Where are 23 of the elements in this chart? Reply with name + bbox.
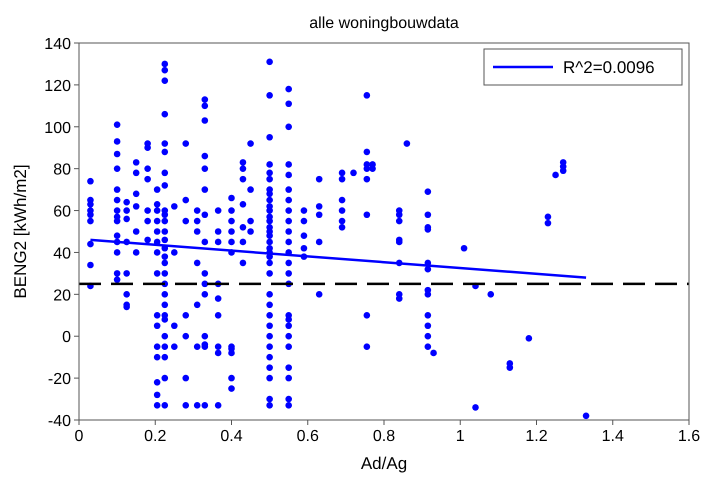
y-tick-label: 0 xyxy=(62,329,72,346)
y-tick-label: -20 xyxy=(48,371,72,388)
y-tick-label: 100 xyxy=(44,120,72,137)
x-tick-label: 1.4 xyxy=(602,428,624,445)
y-tick-label: 120 xyxy=(44,78,72,95)
x-tick-label: 0.6 xyxy=(296,428,319,445)
x-tick-label: 1.6 xyxy=(678,428,700,445)
y-tick-label: 20 xyxy=(53,287,72,304)
x-tick-label: 0.4 xyxy=(220,428,243,445)
chart-title: alle woningbouwdata xyxy=(309,15,459,32)
y-axis-title: BENG2 [kWh/m2] xyxy=(11,164,30,299)
legend-label: R^2=0.0096 xyxy=(563,58,655,77)
y-tick-label: 40 xyxy=(53,245,72,262)
x-tick-label: 0.2 xyxy=(144,428,166,445)
y-tick-label: 140 xyxy=(44,36,72,53)
x-tick-label: 1.2 xyxy=(525,428,548,445)
x-tick-label: 1 xyxy=(456,428,465,445)
x-tick-label: 0.8 xyxy=(372,428,396,445)
x-tick-label: 0 xyxy=(74,428,84,445)
y-tick-label: -40 xyxy=(48,413,72,430)
y-tick-label: 60 xyxy=(53,204,72,221)
x-axis-title: Ad/Ag xyxy=(360,454,408,473)
y-tick-label: 80 xyxy=(53,162,72,179)
